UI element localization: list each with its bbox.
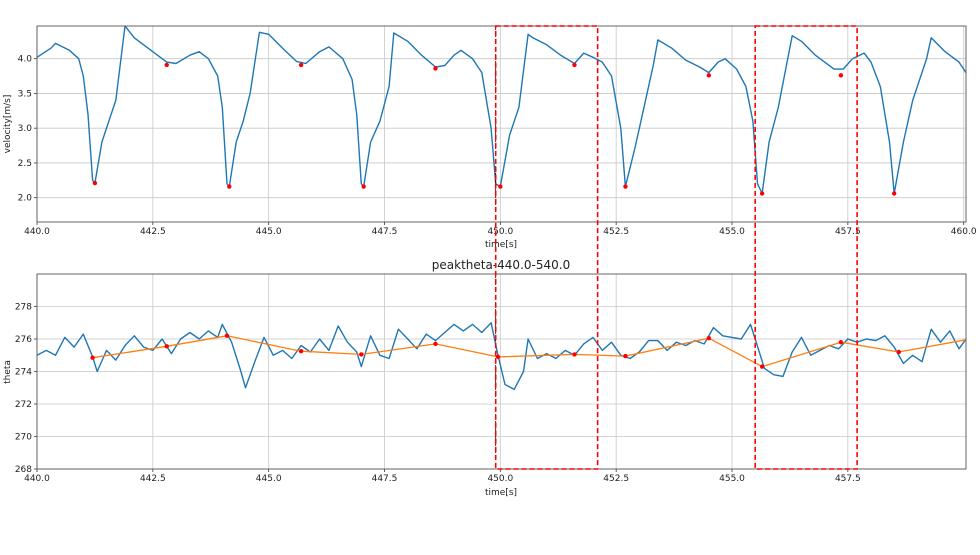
peak-marker [92,180,98,186]
peak-marker [361,184,366,189]
velocity-ylabel: velocity[m/s] [3,95,13,154]
velocity-axes: 440.0 442.5 445.0 447.5 450.0 452.5 455.0 457.5… [18,25,977,237]
peak-marker [164,62,169,68]
peak-marker [164,344,169,349]
x-tick-label: 450.0 [487,227,513,237]
peak-marker [759,191,765,196]
x-tick-label: 442.5 [140,227,166,237]
peak-marker [498,184,503,189]
x-tick-label: 457.5 [835,227,861,237]
peak-marker [227,184,232,189]
peak-marker [495,354,501,360]
theta-title: peaktheta-440.0-540.0 [432,258,570,272]
signal-line [37,26,966,195]
x-tick-label: 455.0 [719,474,745,484]
y-tick-label: 3.0 [18,124,33,134]
x-tick-label: 452.5 [603,474,629,484]
velocity-xlabel: time[s] [485,240,517,250]
peak-marker [298,62,304,68]
peak-marker [838,73,844,78]
y-tick-label: 2.0 [18,194,33,204]
x-tick-label: 460.0 [951,227,977,237]
signal-line [37,322,966,391]
y-tick-label: 272 [15,400,32,410]
peak-marker [572,62,577,68]
x-tick-label: 445.0 [256,227,282,237]
y-tick-label: 274 [15,368,32,378]
y-tick-label: 276 [15,335,32,345]
peak-marker [90,355,95,360]
y-tick-label: 2.5 [18,159,32,169]
y-tick-label: 270 [15,433,32,443]
peak-marker [572,352,577,357]
y-tick-label: 268 [15,465,32,475]
x-tick-label: 452.5 [603,227,629,237]
x-tick-label: 450.0 [487,474,513,484]
x-tick-label: 442.5 [140,474,166,484]
y-tick-label: 3.5 [18,89,32,99]
plot-area [37,274,966,469]
peak-marker [433,341,438,347]
theta-ylabel: theta [3,360,13,384]
theta-axes: 440.0 442.5 445.0 447.5 450.0 452.5 455.0 457.5… [15,273,967,484]
y-tick-label: 4.0 [18,55,33,65]
x-tick-label: 447.5 [372,227,398,237]
peak-marker [359,352,364,357]
peak-marker [896,349,902,355]
peak-marker [298,348,304,354]
peak-marker [623,353,628,359]
peak-marker [706,73,712,78]
y-tick-label: 278 [15,303,32,313]
peak-marker [433,66,438,71]
axes-frame [36,25,967,223]
highlight-region [494,25,599,470]
peak-marker [706,335,712,341]
x-tick-label: 445.0 [256,474,282,484]
x-tick-label: 447.5 [372,474,398,484]
peak-marker [838,340,844,345]
peak-marker [759,364,765,369]
theta-xlabel: time[s] [485,488,517,498]
peak-marker [891,191,897,196]
peak-line [92,335,966,368]
plot-area [37,26,966,222]
highlight-regions [494,25,858,470]
x-tick-label: 455.0 [719,227,745,237]
peak-marker [623,184,628,189]
x-tick-label: 440.0 [24,227,50,237]
peak-marker [224,333,230,338]
x-tick-label: 457.5 [835,474,861,484]
x-tick-label: 440.0 [24,474,50,484]
highlight-region [754,25,858,470]
